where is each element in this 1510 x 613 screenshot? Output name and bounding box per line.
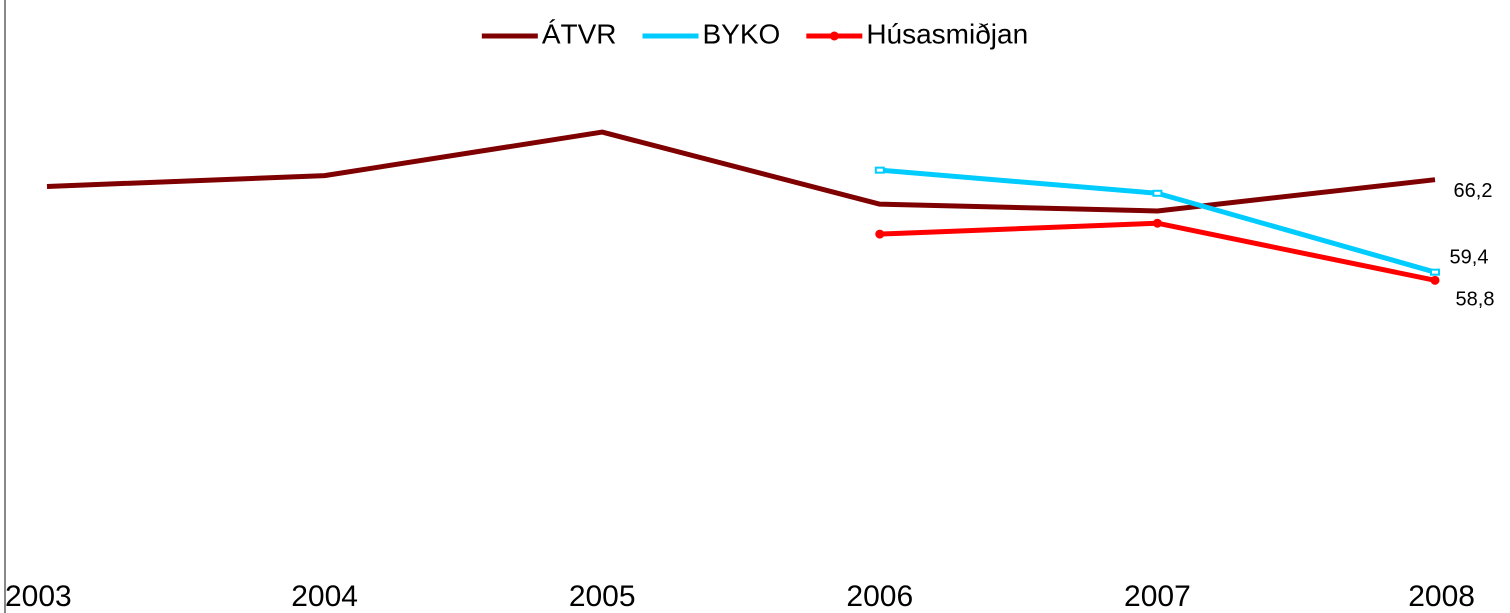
series-line — [879, 220, 1436, 283]
legend-label: Húsasmiðjan — [866, 18, 1028, 49]
x-tick-label: 2008 — [1408, 580, 1475, 613]
x-tick-label: 2006 — [846, 580, 913, 613]
legend-item: BYKO — [642, 18, 781, 49]
legend-label: BYKO — [703, 18, 781, 49]
data-label: 59,4 — [1450, 246, 1489, 268]
legend-item: ÁTVR — [481, 18, 617, 49]
point — [1430, 268, 1440, 276]
point — [1152, 189, 1163, 197]
legend-marker — [829, 31, 839, 41]
x-tick-label: 2005 — [569, 580, 636, 613]
point — [1152, 218, 1162, 228]
point — [875, 229, 885, 239]
x-tick-label: 2004 — [291, 580, 358, 613]
x-tick-label: 2007 — [1124, 580, 1191, 613]
point — [874, 166, 885, 174]
point — [1430, 275, 1440, 285]
data-label: 66,2 — [1454, 180, 1493, 202]
legend-item: Húsasmiðjan — [806, 18, 1028, 49]
data-label: 58,8 — [1456, 289, 1495, 311]
x-tick-label: 2003 — [5, 580, 72, 613]
legend-label: ÁTVR — [542, 18, 617, 49]
series-line — [46, 129, 1436, 214]
